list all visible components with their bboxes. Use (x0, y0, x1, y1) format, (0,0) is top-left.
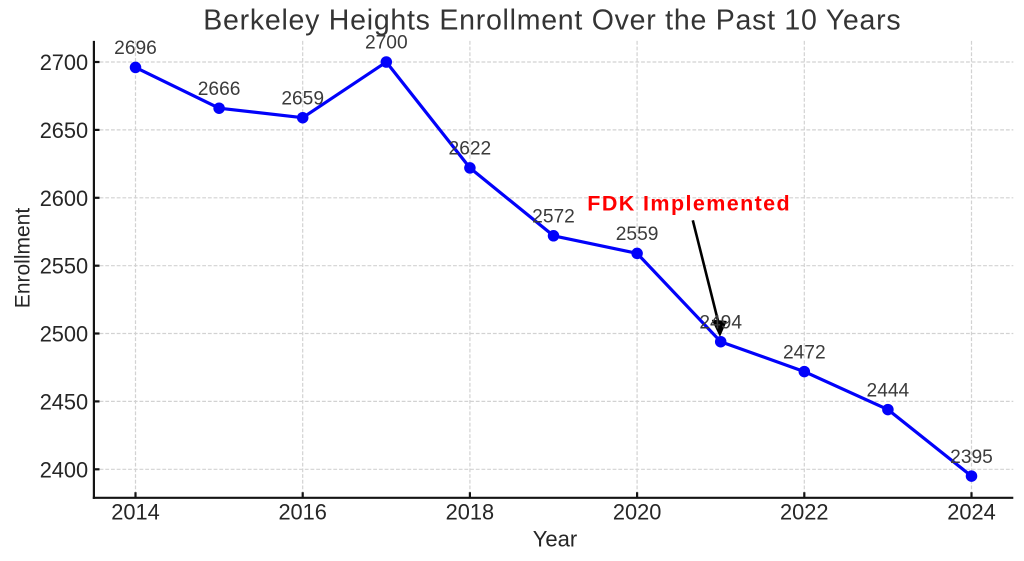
svg-text:2400: 2400 (40, 457, 89, 482)
svg-text:2472: 2472 (783, 342, 826, 363)
svg-text:2650: 2650 (40, 118, 89, 143)
svg-text:2696: 2696 (114, 38, 157, 59)
svg-text:2700: 2700 (365, 33, 408, 54)
svg-text:2444: 2444 (867, 380, 910, 401)
svg-text:2666: 2666 (198, 79, 241, 100)
svg-text:Berkeley Heights Enrollment Ov: Berkeley Heights Enrollment Over the Pas… (203, 5, 901, 37)
svg-text:2494: 2494 (699, 312, 742, 333)
svg-text:2022: 2022 (780, 499, 829, 524)
svg-text:2018: 2018 (446, 499, 495, 524)
svg-text:2395: 2395 (950, 447, 993, 468)
svg-text:Year: Year (533, 526, 577, 551)
svg-text:2559: 2559 (616, 224, 659, 245)
svg-text:2600: 2600 (40, 186, 89, 211)
svg-text:2572: 2572 (532, 207, 575, 228)
svg-text:2024: 2024 (947, 499, 996, 524)
svg-text:2659: 2659 (281, 88, 324, 109)
svg-text:2550: 2550 (40, 254, 89, 279)
svg-text:Enrollment: Enrollment (12, 208, 35, 309)
svg-text:2020: 2020 (613, 499, 662, 524)
svg-text:2014: 2014 (111, 499, 160, 524)
svg-text:2700: 2700 (40, 50, 89, 75)
svg-text:FDK Implemented: FDK Implemented (587, 192, 791, 216)
svg-text:2622: 2622 (449, 139, 492, 160)
svg-text:2500: 2500 (40, 322, 89, 347)
svg-text:2016: 2016 (278, 499, 327, 524)
svg-text:2450: 2450 (40, 389, 89, 414)
